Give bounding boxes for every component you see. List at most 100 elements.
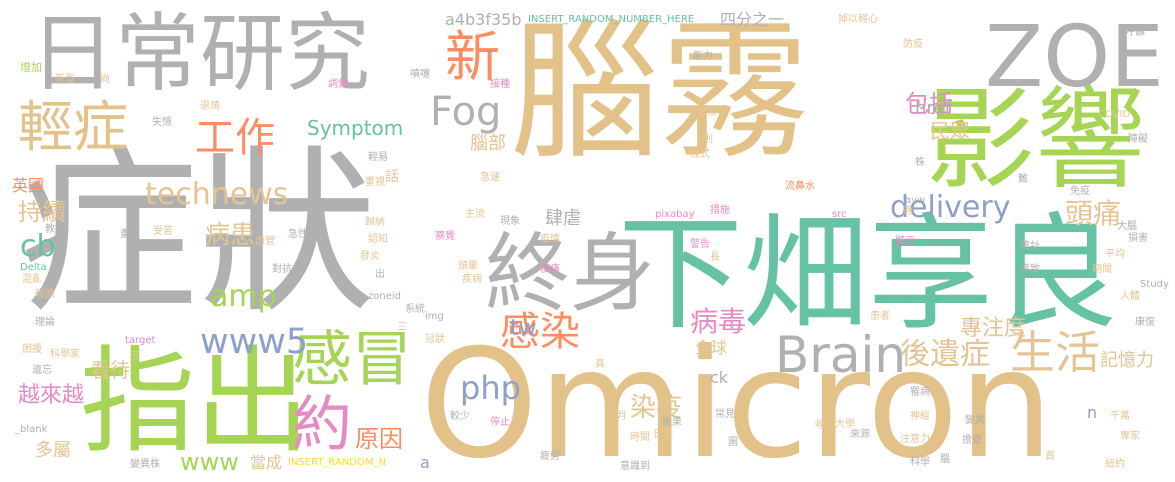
word-bianyi: 變異 [965, 415, 985, 426]
word-yuanyin: 原因 [355, 425, 403, 453]
word-gongzuo: 工作 [195, 115, 275, 161]
word-delta: Delta [20, 262, 47, 273]
word-houguo: 後果 [662, 417, 682, 428]
word-symptom: Symptom [307, 116, 404, 140]
word-renzhi: 認知 [368, 234, 388, 245]
word-ranyi: 染疫 [630, 393, 683, 423]
word-bingdu: 病毒 [690, 305, 747, 338]
word-technews: technews [145, 177, 289, 212]
word-naowu: 腦霧 [510, 6, 811, 180]
word-www: www [180, 448, 239, 476]
word-richang-yanjiu: 日常研究 [30, 5, 371, 104]
word-cb: cb [20, 229, 56, 264]
word-delivery: delivery [890, 190, 1011, 225]
word-cuoshi: 措施 [710, 205, 730, 216]
word-diaoyiqingxin: 掉以輕心 [838, 14, 878, 25]
word-libing: 罹病 [910, 387, 930, 398]
word-qifu-daxue: 岐阜大學 [815, 419, 855, 430]
word-fayan: 發炎 [360, 251, 380, 262]
word-pilao: 疲勞 [540, 451, 560, 462]
word-huyu: 呼籲 [1125, 27, 1145, 38]
word-jiaoshou: 教授 [45, 224, 65, 235]
word-zhuyili: 注意力 [900, 434, 930, 445]
word-nengli: 能力 [693, 51, 713, 62]
word-huanzhe: 患者 [870, 311, 890, 322]
word-zoneid: zoneid [368, 291, 401, 302]
word-hua: 話 [385, 169, 399, 185]
word-renti: 人體 [1120, 291, 1140, 302]
word-zhengzhuang: 症狀 [20, 130, 376, 337]
word-tingzhi: 停止 [490, 417, 510, 428]
word-naobu: 腦部 [470, 133, 506, 154]
word-jisu: 急速 [480, 172, 500, 183]
word-fangyi: 防疫 [903, 39, 923, 50]
word-kandai: 看待 [90, 358, 130, 382]
word-danao: 大腦 [1117, 221, 1137, 232]
word-pingjun: 平均 [1105, 249, 1125, 260]
word-houyizheng: 後遺症 [900, 337, 990, 372]
word-mianyi: 免疫 [1070, 186, 1090, 197]
word-suantong: 痠痛 [540, 264, 560, 275]
word-zengjia: 增加 [20, 61, 42, 74]
word-xianshi: 顯示 [895, 236, 915, 247]
word-nan: 難 [1018, 174, 1028, 185]
word-qingyi: 輕易 [368, 152, 388, 163]
word-xueguan: 血管 [255, 236, 275, 247]
word-sifenzhiyi: 四分之一 [720, 10, 785, 29]
word-jiyili: 記憶力 [1100, 350, 1154, 371]
word-href: href [915, 98, 951, 119]
word-danyou: 擔憂 [962, 435, 982, 446]
word-omicron: Omicron [420, 318, 1054, 482]
word-changjian: 常見 [715, 409, 735, 420]
word-pixabay: pixabay [655, 209, 695, 220]
word-niuyue: 紐約 [1105, 459, 1125, 470]
word-zhen: 真 [595, 359, 605, 370]
word-qingzheng: 輕症 [18, 95, 129, 159]
word-yue-month: 月 [617, 411, 627, 422]
word-zhu: 株 [915, 157, 925, 168]
word-php: php [460, 369, 521, 407]
word-yuelaiyue: 越來越 [18, 383, 85, 408]
word-zhongshen: 終身 [485, 225, 656, 324]
word-chengshi: 程式 [690, 149, 710, 160]
word-guina: 歸納 [365, 217, 385, 228]
word-kangfu: 康復 [1135, 317, 1155, 328]
word-hunluan: 混亂 [22, 274, 42, 285]
word-shijian: 時間 [630, 432, 650, 443]
word-a: a [420, 453, 430, 472]
word-zhongzheng: 重症 [120, 229, 140, 240]
word-www5: www5 [200, 322, 309, 362]
word-zhangai: 障礙 [1128, 134, 1148, 145]
word-bingshuan: 病患 [205, 220, 256, 249]
word-siue: 肆虐 [545, 208, 581, 229]
word-img: img [425, 311, 444, 322]
word-study: Study [1140, 279, 1169, 290]
word-tu: 圖 [728, 437, 738, 448]
word-tuishao: 退燒 [200, 101, 220, 112]
word-bianyizhu: 變異株 [130, 459, 160, 470]
word-riben: 日本 [653, 429, 673, 440]
word-san: 三 [397, 322, 407, 333]
word-xianxiang: 現象 [500, 216, 520, 227]
word-shimohata: 下畑享良 [618, 202, 1118, 347]
word-daozhi: 導致 [1020, 264, 1040, 275]
word-jixiang: 跡象 [697, 107, 717, 118]
word-minzhong: 民眾 [930, 119, 970, 143]
word-lilun: 理論 [35, 317, 55, 328]
word-touyun: 頭暈 [458, 261, 478, 272]
word-covid: COVID [1098, 109, 1131, 120]
word-shou: 首 [1045, 451, 1055, 462]
word-shang: 尚 [100, 74, 110, 85]
word-yishidao: 意識到 [620, 461, 650, 472]
word-nao: 腦 [940, 454, 950, 465]
word-jiaoshao: 較少 [450, 411, 470, 422]
word-jixingqi: 急性期 [288, 229, 318, 240]
word-yue: 約 [292, 390, 352, 460]
word-yiwang: 遺忘 [32, 365, 52, 376]
word-chu: 出 [375, 269, 385, 280]
word-qianwan: 千萬 [1110, 411, 1130, 422]
word-shi: 適 [903, 206, 913, 217]
word-guanzhuang: 冠狀 [425, 334, 445, 345]
word-wu: 五 [130, 351, 140, 362]
word-avw: avw [905, 195, 926, 206]
